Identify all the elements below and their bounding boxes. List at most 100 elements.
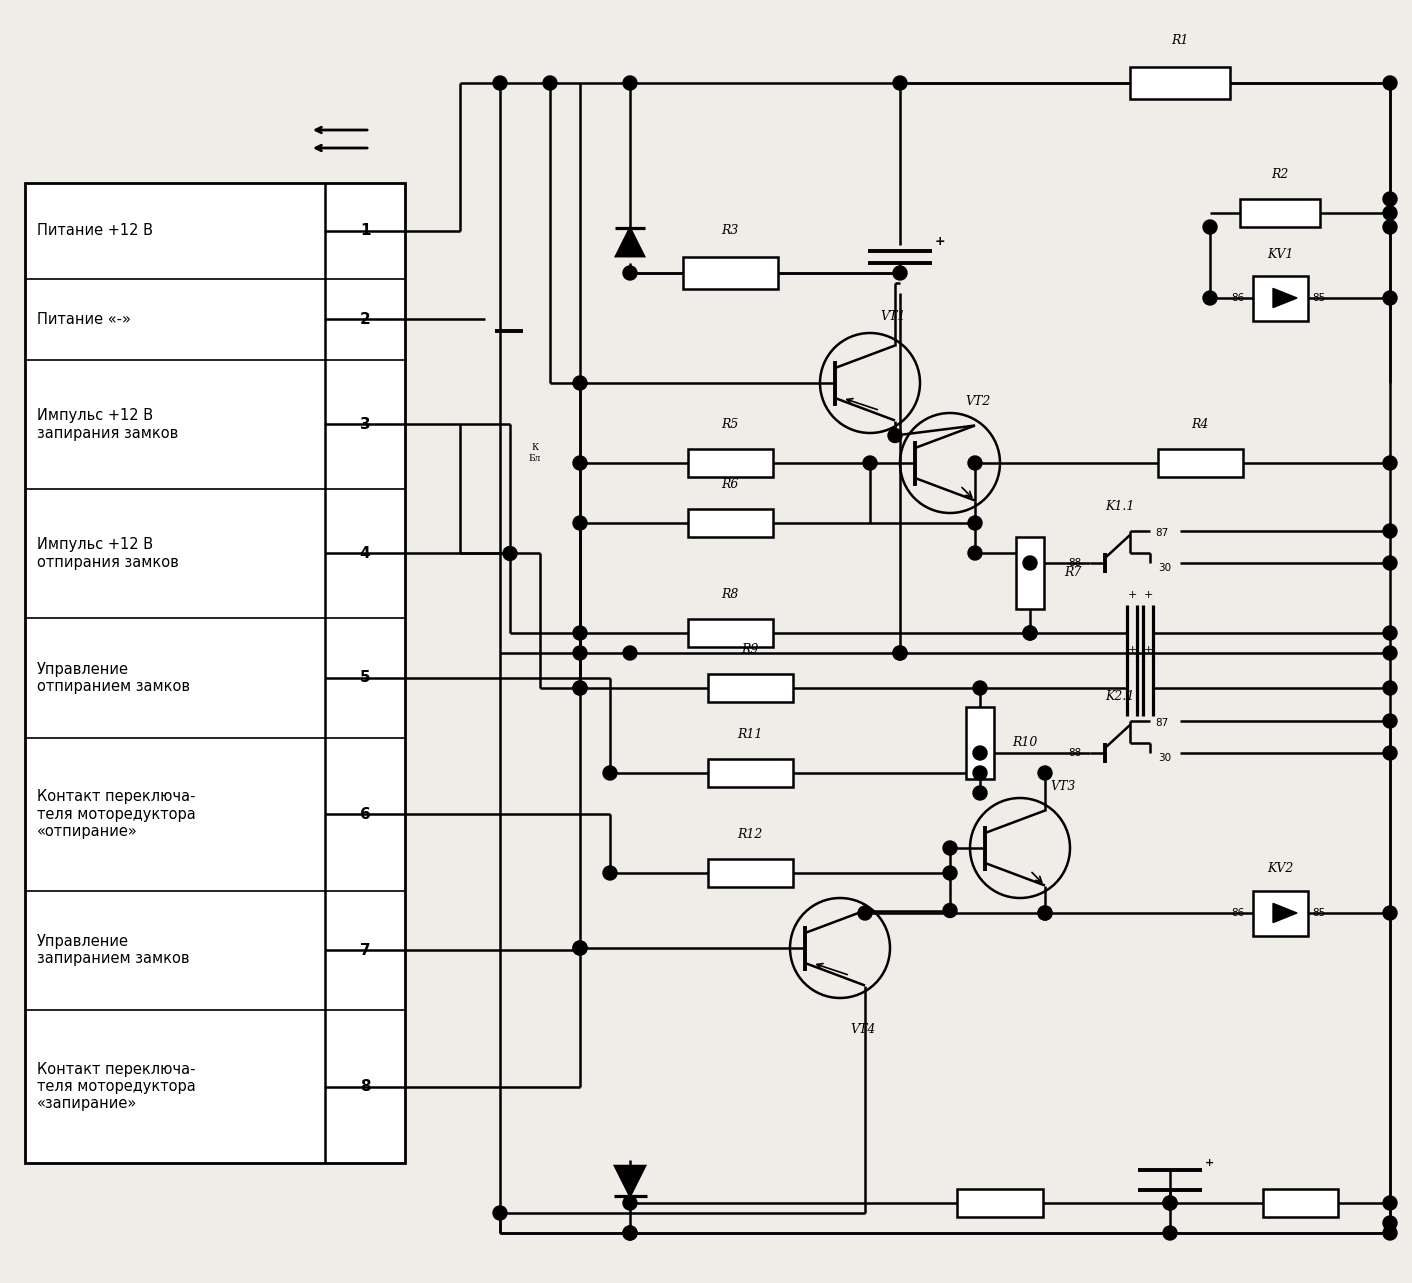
Circle shape bbox=[1382, 556, 1396, 570]
Text: 1: 1 bbox=[360, 223, 370, 239]
Text: Питание +12 В: Питание +12 В bbox=[37, 223, 152, 239]
Polygon shape bbox=[1274, 903, 1298, 922]
Text: R7: R7 bbox=[1065, 567, 1082, 580]
FancyBboxPatch shape bbox=[688, 618, 772, 647]
Circle shape bbox=[573, 647, 587, 659]
Circle shape bbox=[573, 626, 587, 640]
Text: К
Бл: К Бл bbox=[530, 444, 541, 463]
Circle shape bbox=[1024, 626, 1036, 640]
Text: K2.1: K2.1 bbox=[1106, 690, 1135, 703]
Circle shape bbox=[1382, 626, 1396, 640]
FancyBboxPatch shape bbox=[966, 707, 994, 779]
Circle shape bbox=[1382, 455, 1396, 470]
Text: R10: R10 bbox=[1012, 736, 1038, 749]
Circle shape bbox=[493, 1206, 507, 1220]
FancyBboxPatch shape bbox=[25, 183, 405, 1162]
Circle shape bbox=[1163, 1227, 1178, 1239]
Text: +: + bbox=[1204, 1159, 1214, 1168]
Circle shape bbox=[573, 516, 587, 530]
Circle shape bbox=[892, 266, 907, 280]
Circle shape bbox=[858, 906, 873, 920]
Circle shape bbox=[1382, 1196, 1396, 1210]
Circle shape bbox=[943, 840, 957, 854]
Text: +: + bbox=[1144, 645, 1152, 656]
FancyBboxPatch shape bbox=[688, 449, 772, 477]
Text: 86: 86 bbox=[1231, 293, 1244, 303]
Circle shape bbox=[1382, 647, 1396, 659]
Circle shape bbox=[493, 76, 507, 90]
Circle shape bbox=[973, 786, 987, 801]
Text: 87: 87 bbox=[1155, 529, 1168, 538]
Circle shape bbox=[1038, 906, 1052, 920]
Text: R11: R11 bbox=[737, 727, 762, 742]
Text: 88: 88 bbox=[1069, 558, 1082, 568]
Circle shape bbox=[892, 647, 907, 659]
Text: R5: R5 bbox=[722, 418, 738, 431]
Circle shape bbox=[969, 455, 981, 470]
Text: Импульс +12 В
запирания замков: Импульс +12 В запирания замков bbox=[37, 408, 178, 440]
Text: 8: 8 bbox=[360, 1079, 370, 1094]
Circle shape bbox=[1203, 291, 1217, 305]
Circle shape bbox=[1382, 291, 1396, 305]
Circle shape bbox=[1382, 681, 1396, 695]
FancyBboxPatch shape bbox=[1262, 1189, 1337, 1218]
Text: VT3: VT3 bbox=[1051, 780, 1076, 793]
Circle shape bbox=[943, 903, 957, 917]
Circle shape bbox=[1038, 906, 1052, 920]
Circle shape bbox=[943, 866, 957, 880]
Circle shape bbox=[1038, 766, 1052, 780]
Circle shape bbox=[1203, 219, 1217, 234]
Text: 85: 85 bbox=[1313, 908, 1326, 919]
Polygon shape bbox=[1274, 289, 1298, 308]
Text: +: + bbox=[1127, 590, 1137, 600]
Circle shape bbox=[573, 376, 587, 390]
Text: 2: 2 bbox=[360, 312, 370, 327]
Text: 7: 7 bbox=[360, 943, 370, 958]
Circle shape bbox=[973, 766, 987, 780]
Circle shape bbox=[1163, 1196, 1178, 1210]
Text: Контакт переключа-
теля моторедуктора
«отпирание»: Контакт переключа- теля моторедуктора «о… bbox=[37, 789, 196, 839]
Text: KV2: KV2 bbox=[1267, 862, 1293, 875]
Circle shape bbox=[892, 647, 907, 659]
Text: 87: 87 bbox=[1155, 718, 1168, 727]
Text: 3: 3 bbox=[360, 417, 370, 432]
Circle shape bbox=[573, 940, 587, 955]
Circle shape bbox=[1382, 192, 1396, 207]
Text: R4: R4 bbox=[1192, 418, 1209, 431]
Text: 30: 30 bbox=[1158, 563, 1171, 574]
Circle shape bbox=[623, 647, 637, 659]
Circle shape bbox=[623, 1227, 637, 1239]
Text: R12: R12 bbox=[737, 828, 762, 840]
FancyBboxPatch shape bbox=[1130, 67, 1230, 99]
Circle shape bbox=[623, 76, 637, 90]
Circle shape bbox=[1163, 1196, 1178, 1210]
FancyBboxPatch shape bbox=[1252, 890, 1308, 935]
Circle shape bbox=[969, 516, 981, 530]
Circle shape bbox=[623, 266, 637, 280]
Text: Питание «-»: Питание «-» bbox=[37, 312, 131, 327]
FancyBboxPatch shape bbox=[1252, 276, 1308, 321]
Circle shape bbox=[573, 681, 587, 695]
Circle shape bbox=[1382, 207, 1396, 219]
Text: 88: 88 bbox=[1069, 748, 1082, 758]
Circle shape bbox=[892, 76, 907, 90]
Circle shape bbox=[623, 1227, 637, 1239]
Text: 5: 5 bbox=[360, 670, 370, 685]
Text: Импульс +12 В
отпирания замков: Импульс +12 В отпирания замков bbox=[37, 538, 179, 570]
Circle shape bbox=[544, 76, 556, 90]
Text: R6: R6 bbox=[722, 479, 738, 491]
FancyBboxPatch shape bbox=[707, 860, 792, 887]
Circle shape bbox=[573, 940, 587, 955]
Text: Управление
запиранием замков: Управление запиранием замков bbox=[37, 934, 189, 966]
Circle shape bbox=[573, 681, 587, 695]
FancyBboxPatch shape bbox=[682, 257, 778, 289]
Circle shape bbox=[863, 455, 877, 470]
Text: R3: R3 bbox=[722, 225, 738, 237]
FancyBboxPatch shape bbox=[1017, 538, 1043, 609]
Circle shape bbox=[888, 429, 902, 443]
Text: R1: R1 bbox=[1172, 35, 1189, 47]
Text: R2: R2 bbox=[1271, 168, 1289, 181]
Circle shape bbox=[1382, 745, 1396, 760]
Text: VT1: VT1 bbox=[880, 310, 905, 323]
Circle shape bbox=[573, 455, 587, 470]
